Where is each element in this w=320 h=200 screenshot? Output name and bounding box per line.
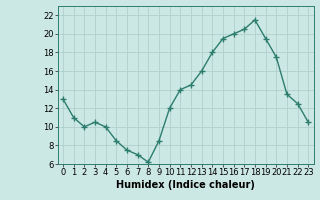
X-axis label: Humidex (Indice chaleur): Humidex (Indice chaleur) xyxy=(116,180,255,190)
